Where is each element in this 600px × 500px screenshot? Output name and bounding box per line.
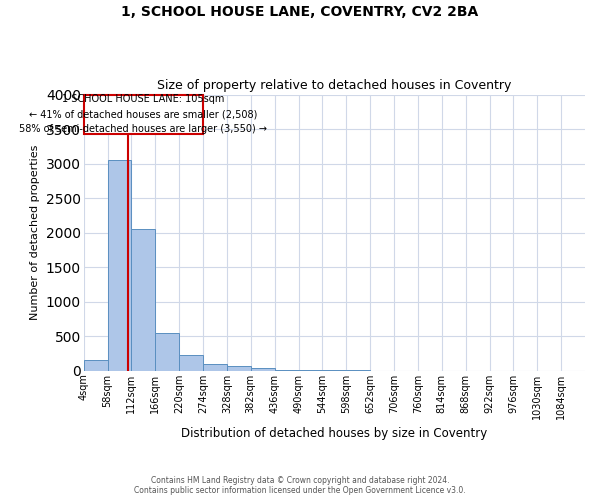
Title: Size of property relative to detached houses in Coventry: Size of property relative to detached ho… <box>157 79 512 92</box>
Bar <box>83 360 107 370</box>
Text: Contains HM Land Registry data © Crown copyright and database right 2024.
Contai: Contains HM Land Registry data © Crown c… <box>134 476 466 495</box>
Bar <box>179 356 203 370</box>
X-axis label: Distribution of detached houses by size in Coventry: Distribution of detached houses by size … <box>181 427 487 440</box>
Bar <box>83 94 203 134</box>
Text: 1, SCHOOL HOUSE LANE, COVENTRY, CV2 2BA: 1, SCHOOL HOUSE LANE, COVENTRY, CV2 2BA <box>121 5 479 19</box>
Bar <box>227 366 251 370</box>
Text: 1 SCHOOL HOUSE LANE: 105sqm
← 41% of detached houses are smaller (2,508)
58% of : 1 SCHOOL HOUSE LANE: 105sqm ← 41% of det… <box>19 94 268 134</box>
Bar <box>131 229 155 370</box>
Bar <box>203 364 227 370</box>
Y-axis label: Number of detached properties: Number of detached properties <box>30 145 40 320</box>
Bar <box>155 334 179 370</box>
Bar <box>107 160 131 370</box>
Bar <box>251 368 275 370</box>
